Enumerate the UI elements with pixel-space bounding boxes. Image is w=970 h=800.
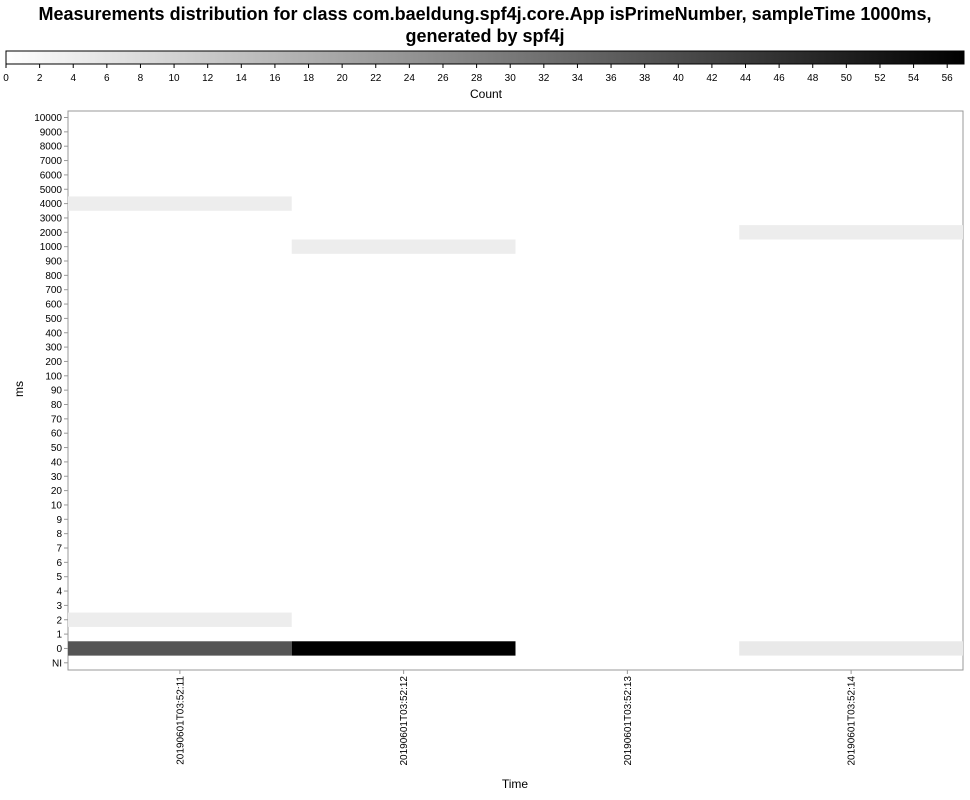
colorbar-tick-label: 54 — [908, 73, 920, 84]
colorbar-tick-label: 30 — [505, 73, 517, 84]
y-tick-label: 50 — [51, 443, 63, 454]
colorbar-tick-label: 10 — [169, 73, 181, 84]
y-tick-label: 200 — [45, 357, 62, 368]
y-tick-label: 1000 — [40, 242, 63, 253]
y-tick-label: 60 — [51, 429, 63, 440]
colorbar-tick-label: 28 — [471, 73, 483, 84]
heatmap-cell — [68, 612, 292, 627]
y-tick-label: 30 — [51, 472, 63, 483]
x-tick-label: 20190601T03:52:13 — [623, 676, 634, 766]
colorbar-label: Count — [470, 87, 503, 101]
plot-area: NI 0 1 2 3 4 5 6 7 8 9 10 20 30 40 50 60 70 80 90 100 200 300 4… — [34, 110, 964, 766]
colorbar-tick-label: 22 — [370, 73, 382, 84]
colorbar-tick-label: 34 — [572, 73, 584, 84]
y-tick-label: NI — [52, 658, 62, 669]
y-tick-label: 4 — [56, 587, 62, 598]
y-tick-label: 6 — [56, 558, 62, 569]
colorbar-tick-label: 24 — [404, 73, 416, 84]
y-tick-label: 7 — [56, 544, 62, 555]
colorbar-tick-label: 4 — [70, 73, 76, 84]
colorbar-tick-label: 32 — [538, 73, 550, 84]
x-axis-label: Time — [502, 777, 529, 791]
y-tick-label: 7000 — [40, 156, 63, 167]
y-tick-label: 40 — [51, 457, 63, 468]
x-tick-label: 20190601T03:52:14 — [847, 676, 858, 766]
y-tick-label: 3000 — [40, 213, 63, 224]
y-tick-label: 100 — [45, 371, 62, 382]
colorbar-tick-label: 56 — [942, 73, 954, 84]
y-tick-label: 300 — [45, 343, 62, 354]
y-tick-label: 5000 — [40, 185, 63, 196]
colorbar-tick-label: 44 — [740, 73, 752, 84]
colorbar-tick-label: 26 — [437, 73, 449, 84]
y-tick-label: 70 — [51, 414, 63, 425]
colorbar-tick-label: 16 — [269, 73, 281, 84]
y-tick-label: 90 — [51, 386, 63, 397]
y-tick-label: 9 — [56, 515, 62, 526]
colorbar-tick-label: 52 — [874, 73, 886, 84]
colorbar-tick-label: 50 — [841, 73, 853, 84]
colorbar-tick-label: 8 — [138, 73, 144, 84]
y-tick-label: 8000 — [40, 142, 63, 153]
y-tick-label: 900 — [45, 257, 62, 268]
colorbar-tick-label: 20 — [337, 73, 349, 84]
colorbar-tick-label: 6 — [104, 73, 110, 84]
y-tick-label: 700 — [45, 285, 62, 296]
colorbar-tick-label: 42 — [706, 73, 718, 84]
x-tick-label: 20190601T03:52:11 — [175, 676, 186, 765]
colorbar-tick-label: 14 — [236, 73, 248, 84]
y-tick-label: 80 — [51, 400, 63, 411]
x-tick-label: 20190601T03:52:12 — [399, 676, 410, 766]
y-tick-label: 2000 — [40, 228, 63, 239]
colorbar: 0 2 4 6 8 10 12 14 16 18 20 22 24 26 28 30 32 34 36 38 40 42 4… — [3, 50, 965, 84]
y-tick-label: 600 — [45, 300, 62, 311]
y-tick-label: 0 — [56, 644, 62, 655]
y-tick-label: 8 — [56, 529, 62, 540]
chart-title: Measurements distribution for class com.… — [0, 3, 970, 47]
heatmap-cell — [291, 641, 516, 656]
colorbar-tick-label: 38 — [639, 73, 651, 84]
colorbar-tick-label: 46 — [774, 73, 786, 84]
colorbar-tick-label: 0 — [3, 73, 9, 84]
y-tick-label: 500 — [45, 314, 62, 325]
colorbar-tick-label: 36 — [605, 73, 617, 84]
colorbar-tick-label: 48 — [807, 73, 819, 84]
y-tick-label: 9000 — [40, 127, 63, 138]
y-tick-label: 3 — [56, 601, 62, 612]
y-tick-label: 4000 — [40, 199, 63, 210]
y-tick-label: 1 — [56, 630, 62, 641]
chart-title-line2: generated by spf4j — [405, 26, 565, 46]
colorbar-tick-label: 40 — [673, 73, 685, 84]
colorbar-tick-label: 18 — [303, 73, 315, 84]
y-tick-label: 400 — [45, 328, 62, 339]
y-tick-label: 2 — [56, 615, 62, 626]
y-tick-label: 5 — [56, 572, 62, 583]
plot-frame — [67, 110, 964, 671]
chart-title-line1: Measurements distribution for class com.… — [38, 4, 932, 24]
colorbar-tick-label: 12 — [202, 73, 214, 84]
heatmap-cell — [68, 641, 292, 656]
heatmap-cell — [291, 239, 516, 254]
heatmap-cell — [739, 225, 963, 240]
colorbar-tick-label: 2 — [37, 73, 43, 84]
heatmap-cell — [68, 196, 292, 211]
colorbar-gradient — [5, 50, 965, 65]
y-tick-label: 20 — [51, 486, 63, 497]
y-tick-label: 6000 — [40, 170, 63, 181]
y-tick-label: 800 — [45, 271, 62, 282]
heatmap-cell — [739, 641, 963, 656]
y-tick-label: 10000 — [34, 113, 62, 124]
y-tick-label: 10 — [51, 500, 63, 511]
y-axis-label: ms — [12, 381, 26, 397]
